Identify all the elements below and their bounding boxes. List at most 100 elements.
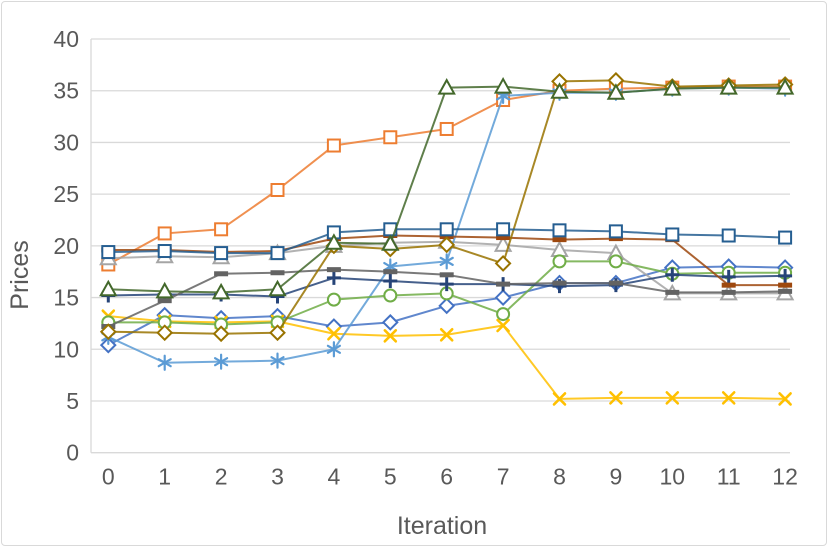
x-axis-tick-labels: 0 1 2 3 4 5 6 7 8 9 10 11 12 bbox=[102, 464, 798, 490]
x-tick-label: 6 bbox=[440, 464, 453, 490]
marker-circle bbox=[608, 254, 623, 269]
marker-dash bbox=[383, 269, 398, 275]
marker-square bbox=[157, 244, 172, 259]
x-tick-label: 12 bbox=[772, 464, 798, 490]
marker-triangle bbox=[663, 79, 682, 96]
marker-dash bbox=[608, 280, 623, 286]
marker-triangle bbox=[381, 234, 400, 251]
marker-circle bbox=[496, 307, 511, 322]
marker-dash bbox=[552, 280, 567, 286]
x-tick-label: 7 bbox=[497, 464, 510, 490]
data-series bbox=[99, 71, 795, 406]
marker-dash bbox=[778, 288, 793, 294]
marker-dash bbox=[552, 237, 567, 243]
marker-asterisk bbox=[439, 253, 454, 270]
y-tick-label: 20 bbox=[53, 233, 79, 259]
x-tick-label: 1 bbox=[158, 464, 171, 490]
marker-dash bbox=[496, 235, 511, 241]
marker-triangle bbox=[606, 83, 626, 100]
y-tick-label: 35 bbox=[53, 78, 79, 104]
x-tick-label: 10 bbox=[660, 464, 686, 490]
marker-asterisk bbox=[214, 353, 229, 370]
marker-asterisk bbox=[157, 354, 172, 371]
marker-dash bbox=[496, 281, 511, 287]
marker-plus bbox=[778, 268, 793, 283]
marker-triangle bbox=[211, 282, 231, 300]
marker-x bbox=[778, 392, 792, 406]
marker-dash bbox=[270, 270, 285, 276]
marker-square bbox=[778, 230, 793, 245]
marker-triangle bbox=[437, 78, 456, 95]
x-tick-label: 3 bbox=[271, 464, 284, 490]
marker-square bbox=[608, 224, 623, 239]
series-line bbox=[108, 315, 786, 400]
marker-square bbox=[439, 222, 454, 237]
marker-square bbox=[157, 226, 172, 241]
marker-plus bbox=[439, 277, 454, 292]
marker-dash bbox=[665, 289, 680, 295]
x-axis-title: Iteration bbox=[397, 512, 487, 540]
marker-diamond bbox=[269, 324, 286, 342]
marker-diamond bbox=[212, 325, 230, 343]
marker-square bbox=[101, 245, 116, 260]
x-tick-label: 5 bbox=[384, 464, 397, 490]
marker-dash bbox=[721, 289, 736, 295]
marker-x bbox=[439, 327, 454, 342]
marker-diamond bbox=[325, 318, 343, 335]
x-tick-label: 4 bbox=[328, 464, 341, 490]
marker-square bbox=[439, 121, 454, 136]
marker-square bbox=[326, 138, 341, 153]
marker-diamond bbox=[494, 255, 512, 272]
marker-square bbox=[270, 246, 285, 261]
marker-diamond bbox=[99, 336, 117, 354]
marker-square bbox=[383, 130, 398, 145]
y-tick-label: 30 bbox=[53, 129, 79, 155]
marker-triangle bbox=[493, 77, 513, 94]
y-tick-label: 15 bbox=[53, 285, 79, 311]
y-tick-label: 5 bbox=[66, 388, 79, 414]
marker-plus bbox=[326, 270, 341, 285]
y-tick-label: 40 bbox=[53, 26, 79, 52]
marker-triangle bbox=[268, 279, 287, 297]
marker-square bbox=[665, 227, 680, 242]
marker-circle bbox=[326, 292, 341, 307]
y-tick-label: 10 bbox=[53, 336, 79, 362]
marker-dash bbox=[608, 236, 623, 242]
marker-triangle bbox=[550, 82, 569, 99]
marker-x bbox=[383, 329, 398, 343]
marker-dash bbox=[721, 282, 736, 288]
marker-diamond bbox=[494, 289, 512, 306]
marker-x bbox=[721, 391, 736, 405]
marker-dash bbox=[157, 298, 172, 304]
series-darkgreen-triangle bbox=[99, 77, 795, 300]
x-tick-label: 11 bbox=[717, 464, 741, 490]
marker-dash bbox=[439, 272, 454, 278]
y-tick-label: 0 bbox=[66, 440, 79, 466]
marker-diamond bbox=[156, 324, 174, 342]
marker-x bbox=[552, 392, 567, 406]
x-tick-label: 0 bbox=[102, 464, 115, 490]
marker-plus bbox=[721, 269, 736, 284]
marker-diamond bbox=[381, 313, 399, 331]
marker-plus bbox=[383, 274, 398, 289]
y-axis-title: Prices bbox=[6, 240, 34, 309]
marker-diamond bbox=[438, 297, 456, 315]
marker-asterisk bbox=[326, 341, 341, 358]
marker-asterisk bbox=[270, 352, 285, 369]
marker-x bbox=[609, 391, 623, 405]
marker-square bbox=[270, 183, 285, 198]
marker-dash bbox=[326, 267, 341, 273]
marker-square bbox=[214, 222, 229, 237]
marker-triangle bbox=[719, 78, 738, 95]
marker-dash bbox=[214, 271, 229, 277]
marker-triangle bbox=[99, 279, 118, 297]
marker-square bbox=[214, 246, 229, 261]
marker-x bbox=[327, 326, 341, 341]
marker-x bbox=[665, 391, 680, 405]
marker-triangle bbox=[775, 78, 795, 95]
marker-triangle bbox=[155, 281, 174, 299]
marker-square bbox=[721, 228, 736, 243]
marker-triangle bbox=[493, 235, 513, 252]
